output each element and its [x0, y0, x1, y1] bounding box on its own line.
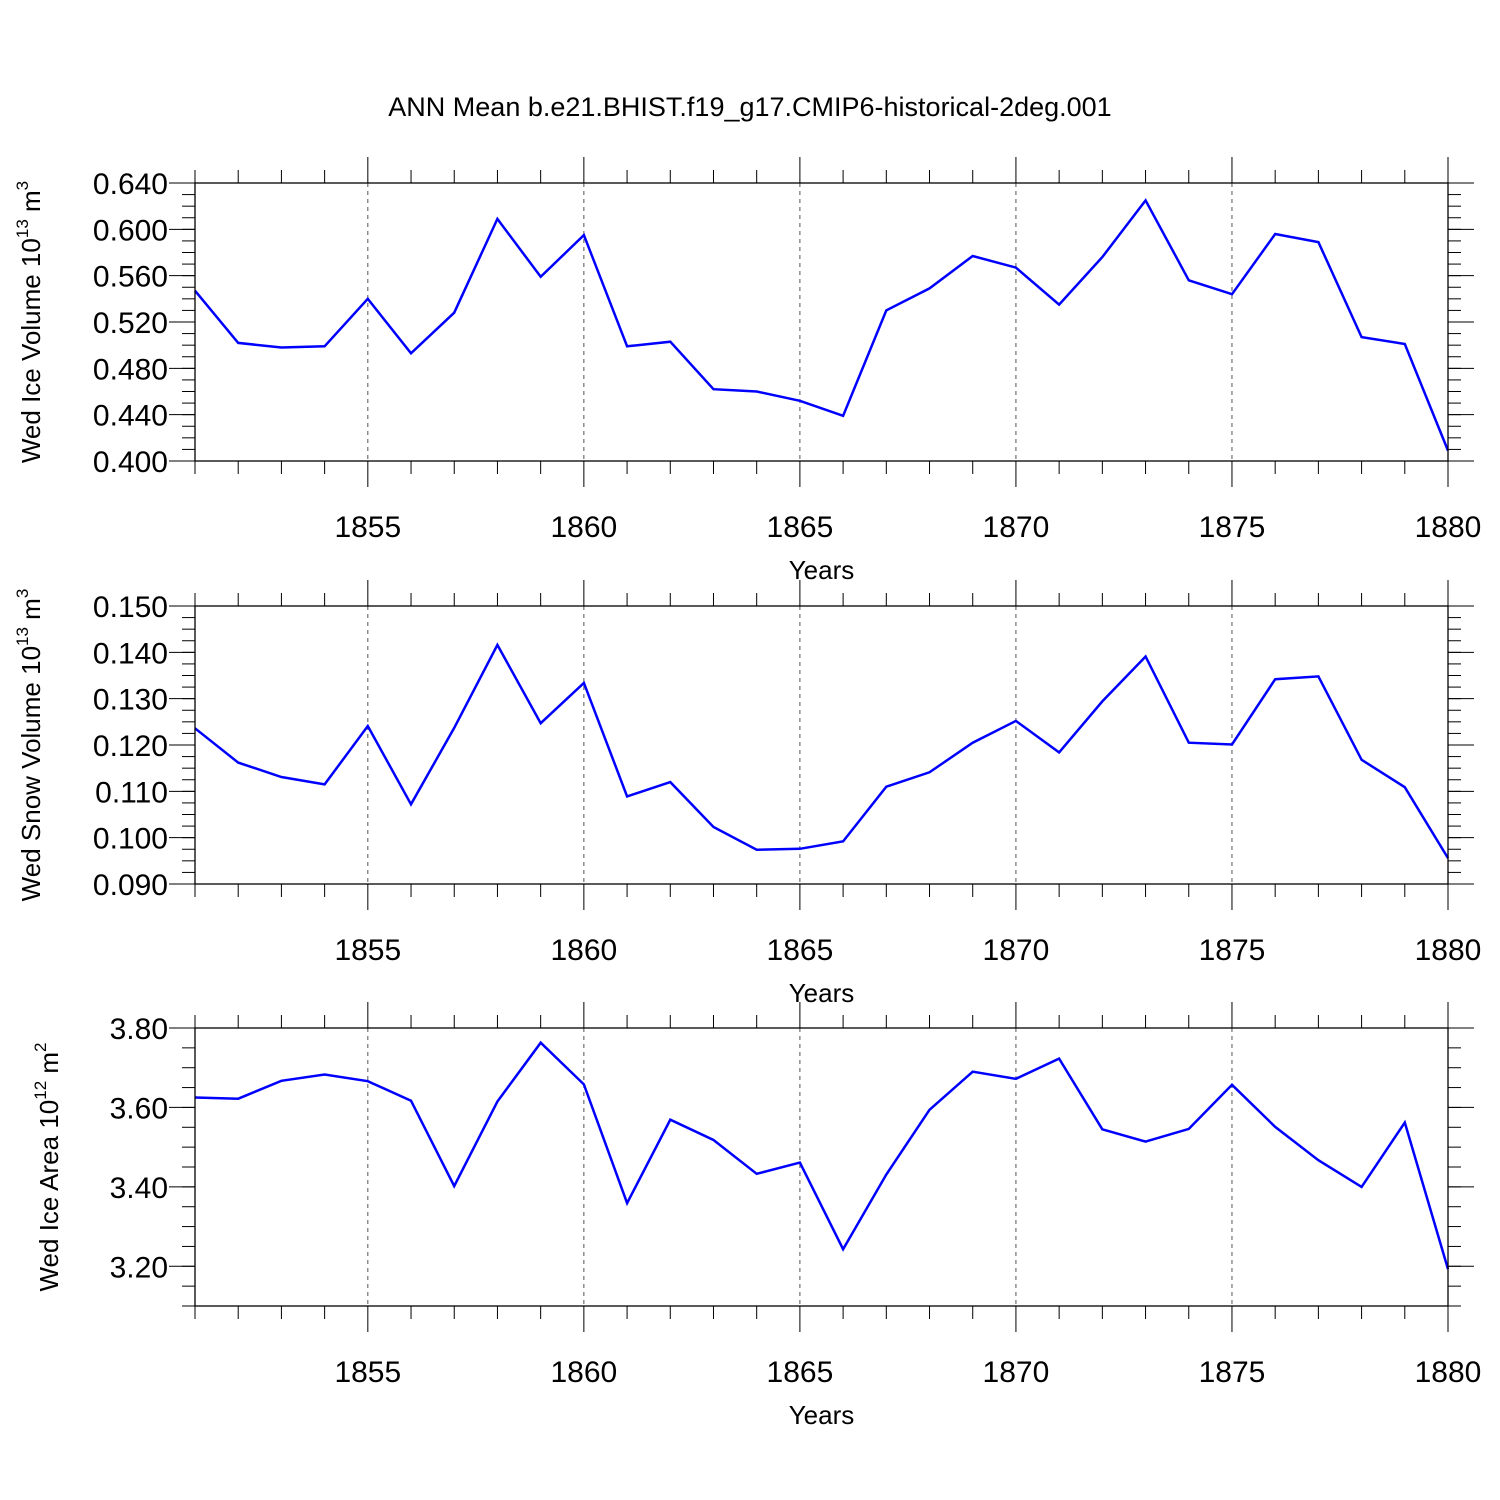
y-tick-label: 0.150	[93, 591, 168, 624]
plot-frame	[194, 182, 1449, 462]
panel-2: 0.090 0.100 0.110 0.120 0.130 0.140 0.150 1855 1…	[13, 580, 1481, 1008]
x-tick-label: 1855	[334, 934, 401, 967]
panel-1: 0.400 0.440 0.480 0.520 0.560 0.600 0.640 1855 1…	[13, 157, 1481, 585]
x-axis-label: Years	[789, 978, 855, 1008]
x-tick-label: 1875	[1199, 511, 1266, 544]
y-tick-label: 3.80	[110, 1013, 168, 1046]
y-tick-label: 0.400	[93, 446, 168, 479]
y-axis-label: Wed Ice Volume 1013 m3	[13, 181, 46, 463]
x-tick-label: 1870	[983, 934, 1050, 967]
y-tick-label: 0.440	[93, 400, 168, 433]
plot-frame	[194, 605, 1449, 885]
y-tick-label: 3.60	[110, 1092, 168, 1125]
y-tick-label: 0.110	[95, 776, 168, 809]
y-tick-label: 0.640	[93, 168, 168, 201]
x-tick-label: 1875	[1199, 934, 1266, 967]
y-tick-label: 0.560	[93, 261, 168, 294]
x-tick-label: 1860	[550, 1356, 617, 1389]
plot-frame	[194, 1027, 1449, 1307]
y-axis-label: Wed Snow Volume 1013 m3	[13, 589, 46, 902]
panel-3: 3.20 3.40 3.60 3.80 1855 1860 1865 1870 1875 1880…	[31, 1002, 1481, 1430]
x-tick-label: 1880	[1415, 511, 1482, 544]
y-tick-label: 0.600	[93, 214, 168, 247]
x-tick-label: 1860	[550, 511, 617, 544]
x-tick-label: 1875	[1199, 1356, 1266, 1389]
y-axis-label: Wed Ice Area 1012 m2	[31, 1042, 64, 1291]
y-tick-label: 0.130	[93, 684, 168, 717]
y-tick-label: 0.090	[93, 869, 168, 902]
y-tick-label: 3.40	[110, 1172, 168, 1205]
x-tick-label: 1870	[983, 1356, 1050, 1389]
y-tick-label: 0.120	[93, 730, 168, 763]
x-tick-label: 1855	[334, 1356, 401, 1389]
series-line	[194, 1040, 1450, 1270]
chart-title: ANN Mean b.e21.BHIST.f19_g17.CMIP6-histo…	[388, 92, 1112, 122]
series-line	[194, 642, 1450, 859]
x-tick-label: 1880	[1415, 934, 1482, 967]
x-tick-label: 1865	[767, 934, 834, 967]
y-tick-label: 0.140	[93, 637, 168, 670]
x-tick-label: 1855	[334, 511, 401, 544]
y-tick-label: 0.480	[93, 353, 168, 386]
y-tick-label: 0.520	[93, 307, 168, 340]
x-tick-label: 1880	[1415, 1356, 1482, 1389]
y-tick-label: 0.100	[93, 823, 168, 856]
x-axis-label: Years	[789, 555, 855, 585]
x-tick-label: 1870	[983, 511, 1050, 544]
x-tick-label: 1860	[550, 934, 617, 967]
x-axis-label: Years	[789, 1400, 855, 1430]
x-tick-label: 1865	[767, 1356, 834, 1389]
series-line	[194, 198, 1450, 452]
y-tick-label: 3.20	[110, 1251, 168, 1284]
x-tick-label: 1865	[767, 511, 834, 544]
